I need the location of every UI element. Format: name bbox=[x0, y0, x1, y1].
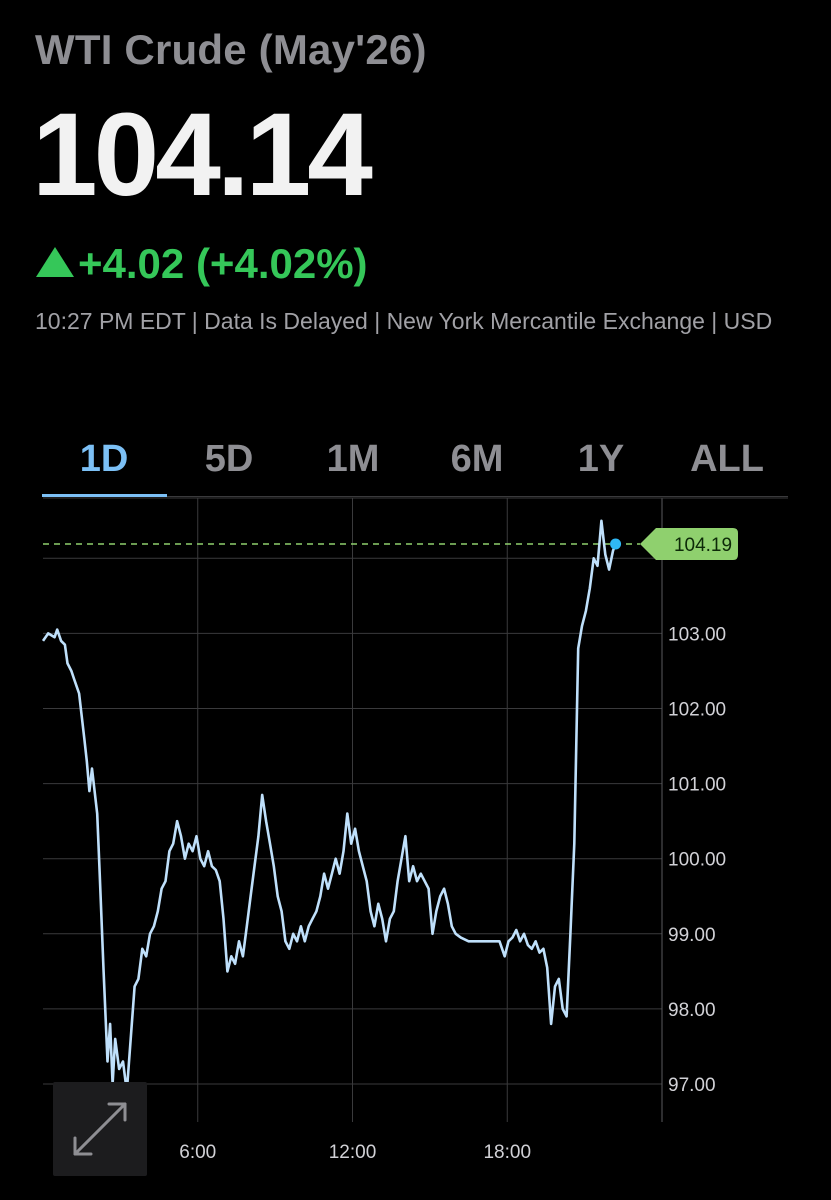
tab-1m[interactable]: 1M bbox=[326, 438, 380, 480]
tab-1d[interactable]: 1D bbox=[79, 438, 129, 480]
instrument-title: WTI Crude (May'26) bbox=[35, 26, 427, 73]
price-line bbox=[41, 519, 617, 1093]
quote-meta: 10:27 PM EDT | Data Is Delayed | New Yor… bbox=[35, 308, 773, 334]
up-triangle-icon bbox=[36, 247, 74, 277]
tab-5d[interactable]: 5D bbox=[204, 438, 254, 480]
expand-chart-button[interactable] bbox=[53, 1082, 147, 1176]
range-tabs: 1D 5D 1M 6M 1Y ALL bbox=[42, 430, 788, 498]
tab-6m[interactable]: 6M bbox=[450, 438, 504, 480]
active-tab-underline bbox=[42, 494, 167, 497]
last-value-badge bbox=[640, 528, 738, 561]
y-tick-label: 103.00 bbox=[668, 624, 726, 645]
last-value-label: 104.19 bbox=[674, 535, 732, 556]
tab-1y[interactable]: 1Y bbox=[577, 438, 625, 480]
x-tick-label: 6:00 bbox=[179, 1142, 216, 1163]
y-tick-label: 100.00 bbox=[668, 850, 726, 871]
y-tick-label: 99.00 bbox=[668, 925, 716, 946]
price-change: +4.02 (+4.02%) bbox=[36, 240, 368, 288]
x-tick-label: 18:00 bbox=[483, 1142, 531, 1163]
x-tick-label: 12:00 bbox=[329, 1142, 377, 1163]
last-price-dot bbox=[610, 538, 622, 550]
tab-divider bbox=[42, 496, 788, 497]
y-tick-label: 97.00 bbox=[668, 1075, 716, 1096]
y-tick-label: 98.00 bbox=[668, 1000, 716, 1021]
tab-all[interactable]: ALL bbox=[690, 438, 764, 480]
y-tick-label: 101.00 bbox=[668, 775, 726, 796]
expand-arrows-icon bbox=[73, 1102, 127, 1156]
y-tick-label: 102.00 bbox=[668, 700, 726, 721]
last-price: 104.14 bbox=[32, 89, 373, 221]
price-change-value: +4.02 (+4.02%) bbox=[78, 240, 368, 287]
